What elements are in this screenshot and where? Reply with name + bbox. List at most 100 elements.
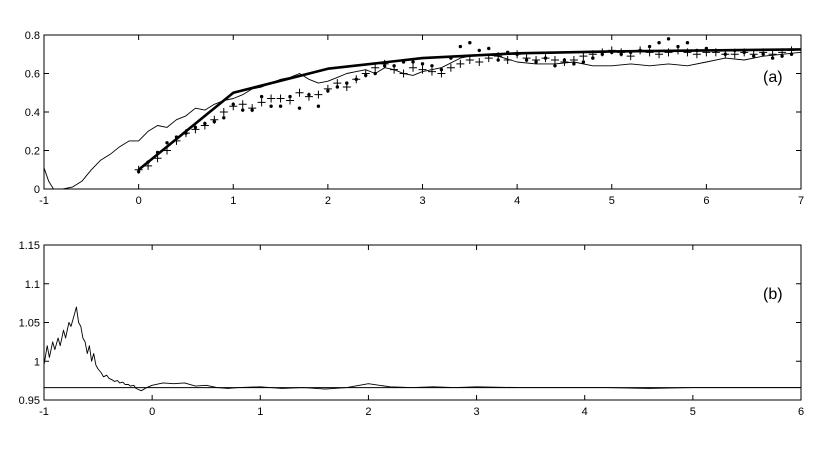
plus-marker <box>683 48 692 57</box>
panel-label: (b) <box>763 286 783 303</box>
dot-marker <box>411 60 415 64</box>
plus-marker <box>645 48 654 57</box>
x-tick-label: 1 <box>257 406 263 418</box>
y-tick-label: 1.15 <box>19 240 40 252</box>
dot-marker <box>581 60 586 64</box>
plus-marker <box>295 88 304 97</box>
plus-marker <box>475 57 484 66</box>
x-tick-label: 4 <box>582 406 588 418</box>
dot-marker <box>505 50 510 55</box>
dot-marker <box>515 52 519 56</box>
dot-marker <box>373 71 377 76</box>
plus-marker <box>664 48 673 57</box>
dot-marker <box>297 106 302 110</box>
panel-label: (a) <box>763 69 783 86</box>
dot-marker <box>572 62 576 66</box>
dot-marker <box>193 125 198 130</box>
dot-marker <box>723 52 727 56</box>
plus-marker <box>418 65 427 74</box>
plot-frame <box>43 244 802 401</box>
plus-marker <box>267 94 276 103</box>
dot-marker <box>647 44 652 49</box>
dot-marker <box>619 52 623 56</box>
dot-marker <box>657 41 661 45</box>
y-tick-label: 1.05 <box>19 318 40 330</box>
dot-marker <box>203 121 207 126</box>
x-tick-label: 4 <box>514 195 520 207</box>
dot-marker <box>222 116 226 120</box>
x-tick-label: 2 <box>365 406 371 418</box>
dot-marker <box>458 44 463 49</box>
plus-marker <box>427 67 436 76</box>
x-tick-label: -1 <box>39 195 49 207</box>
x-tick-label: 1 <box>230 195 236 207</box>
dot-marker <box>733 48 737 53</box>
dot-marker <box>714 48 718 53</box>
dot-marker <box>278 104 283 108</box>
dot-marker <box>695 48 699 53</box>
dot-marker <box>241 108 245 112</box>
dot-marker <box>761 52 765 56</box>
series-thin-line <box>43 306 801 392</box>
plus-marker <box>371 63 380 72</box>
plus-marker <box>550 56 559 65</box>
x-tick-label: 2 <box>325 195 331 207</box>
plus-marker <box>153 154 162 163</box>
dot-marker <box>354 77 358 81</box>
dot-marker <box>666 37 671 41</box>
dot-marker <box>685 41 690 45</box>
series-thick-line <box>137 48 802 171</box>
dot-marker <box>401 60 406 64</box>
dot-marker <box>628 50 633 55</box>
dot-marker <box>212 119 217 124</box>
dot-marker <box>562 58 567 62</box>
dot-marker <box>487 46 491 51</box>
dot-marker <box>392 64 396 68</box>
dot-marker <box>477 48 481 53</box>
plus-marker <box>484 54 493 63</box>
plus-marker <box>579 52 588 61</box>
plus-marker <box>219 108 228 116</box>
dot-marker <box>382 64 387 68</box>
dot-marker <box>468 41 472 45</box>
dot-marker <box>326 89 330 93</box>
dot-marker <box>307 92 311 97</box>
x-tick-label: -1 <box>39 406 49 418</box>
y-tick-label: 1 <box>34 356 40 368</box>
dot-marker <box>704 46 709 51</box>
dot-marker <box>364 73 368 78</box>
y-tick-label: 0.8 <box>25 30 40 42</box>
x-tick-label: 3 <box>474 406 480 418</box>
plus-marker <box>276 94 285 103</box>
y-tick-label: 0.95 <box>19 395 40 407</box>
series-thin-line <box>43 51 802 190</box>
dot-marker <box>524 58 529 62</box>
plus-marker <box>655 50 664 59</box>
plus-marker <box>314 90 323 99</box>
dot-marker <box>231 102 235 107</box>
x-tick-label: 0 <box>149 406 155 418</box>
plus-marker <box>456 59 465 68</box>
dot-marker <box>155 150 160 155</box>
x-tick-label: 3 <box>419 195 425 207</box>
dot-marker <box>288 94 292 99</box>
y-tick-label: 0.4 <box>25 107 40 119</box>
dot-marker <box>534 60 538 64</box>
dot-marker <box>789 52 794 56</box>
dot-marker <box>269 104 273 108</box>
dot-marker <box>250 108 254 112</box>
dot-marker <box>770 56 775 60</box>
dot-marker <box>439 67 444 72</box>
dot-marker <box>420 62 425 66</box>
dot-marker <box>316 104 321 108</box>
dot-marker <box>638 48 642 53</box>
dot-marker <box>146 160 150 164</box>
dot-marker <box>335 85 340 89</box>
dot-marker <box>165 141 169 145</box>
dot-marker <box>543 56 548 60</box>
dot-marker <box>751 54 756 58</box>
dot-marker <box>780 54 784 58</box>
dot-marker <box>345 81 349 85</box>
dot-marker <box>610 50 614 55</box>
